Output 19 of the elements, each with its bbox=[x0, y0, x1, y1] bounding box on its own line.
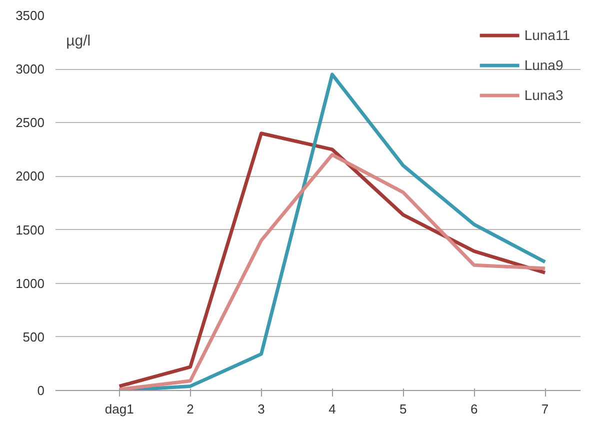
y-tick-label: 500 bbox=[22, 329, 45, 344]
y-tick-label: 0 bbox=[37, 383, 45, 398]
x-tick-label: 2 bbox=[186, 402, 194, 416]
x-tick-label: 6 bbox=[470, 402, 478, 416]
annotation: µg/l bbox=[66, 32, 91, 50]
y-tick-label: 2000 bbox=[16, 168, 44, 184]
x-tick-label: dag1 bbox=[104, 402, 134, 416]
x-tick-label: 5 bbox=[400, 402, 407, 416]
x-tick-label: 7 bbox=[541, 402, 549, 416]
y-tick-label: 2500 bbox=[16, 115, 44, 130]
y-tick-label: 3000 bbox=[16, 62, 44, 77]
legend-label: Luna3 bbox=[524, 87, 564, 103]
x-tick-label: 4 bbox=[328, 402, 336, 416]
y-tick-label: 1500 bbox=[16, 222, 44, 238]
y-tick-label: 3500 bbox=[16, 8, 44, 23]
x-tick-label: 3 bbox=[258, 402, 265, 416]
legend-label: Luna9 bbox=[524, 57, 564, 73]
y-tick-label: 1000 bbox=[16, 276, 44, 291]
legend-label: Luna11 bbox=[524, 27, 570, 43]
